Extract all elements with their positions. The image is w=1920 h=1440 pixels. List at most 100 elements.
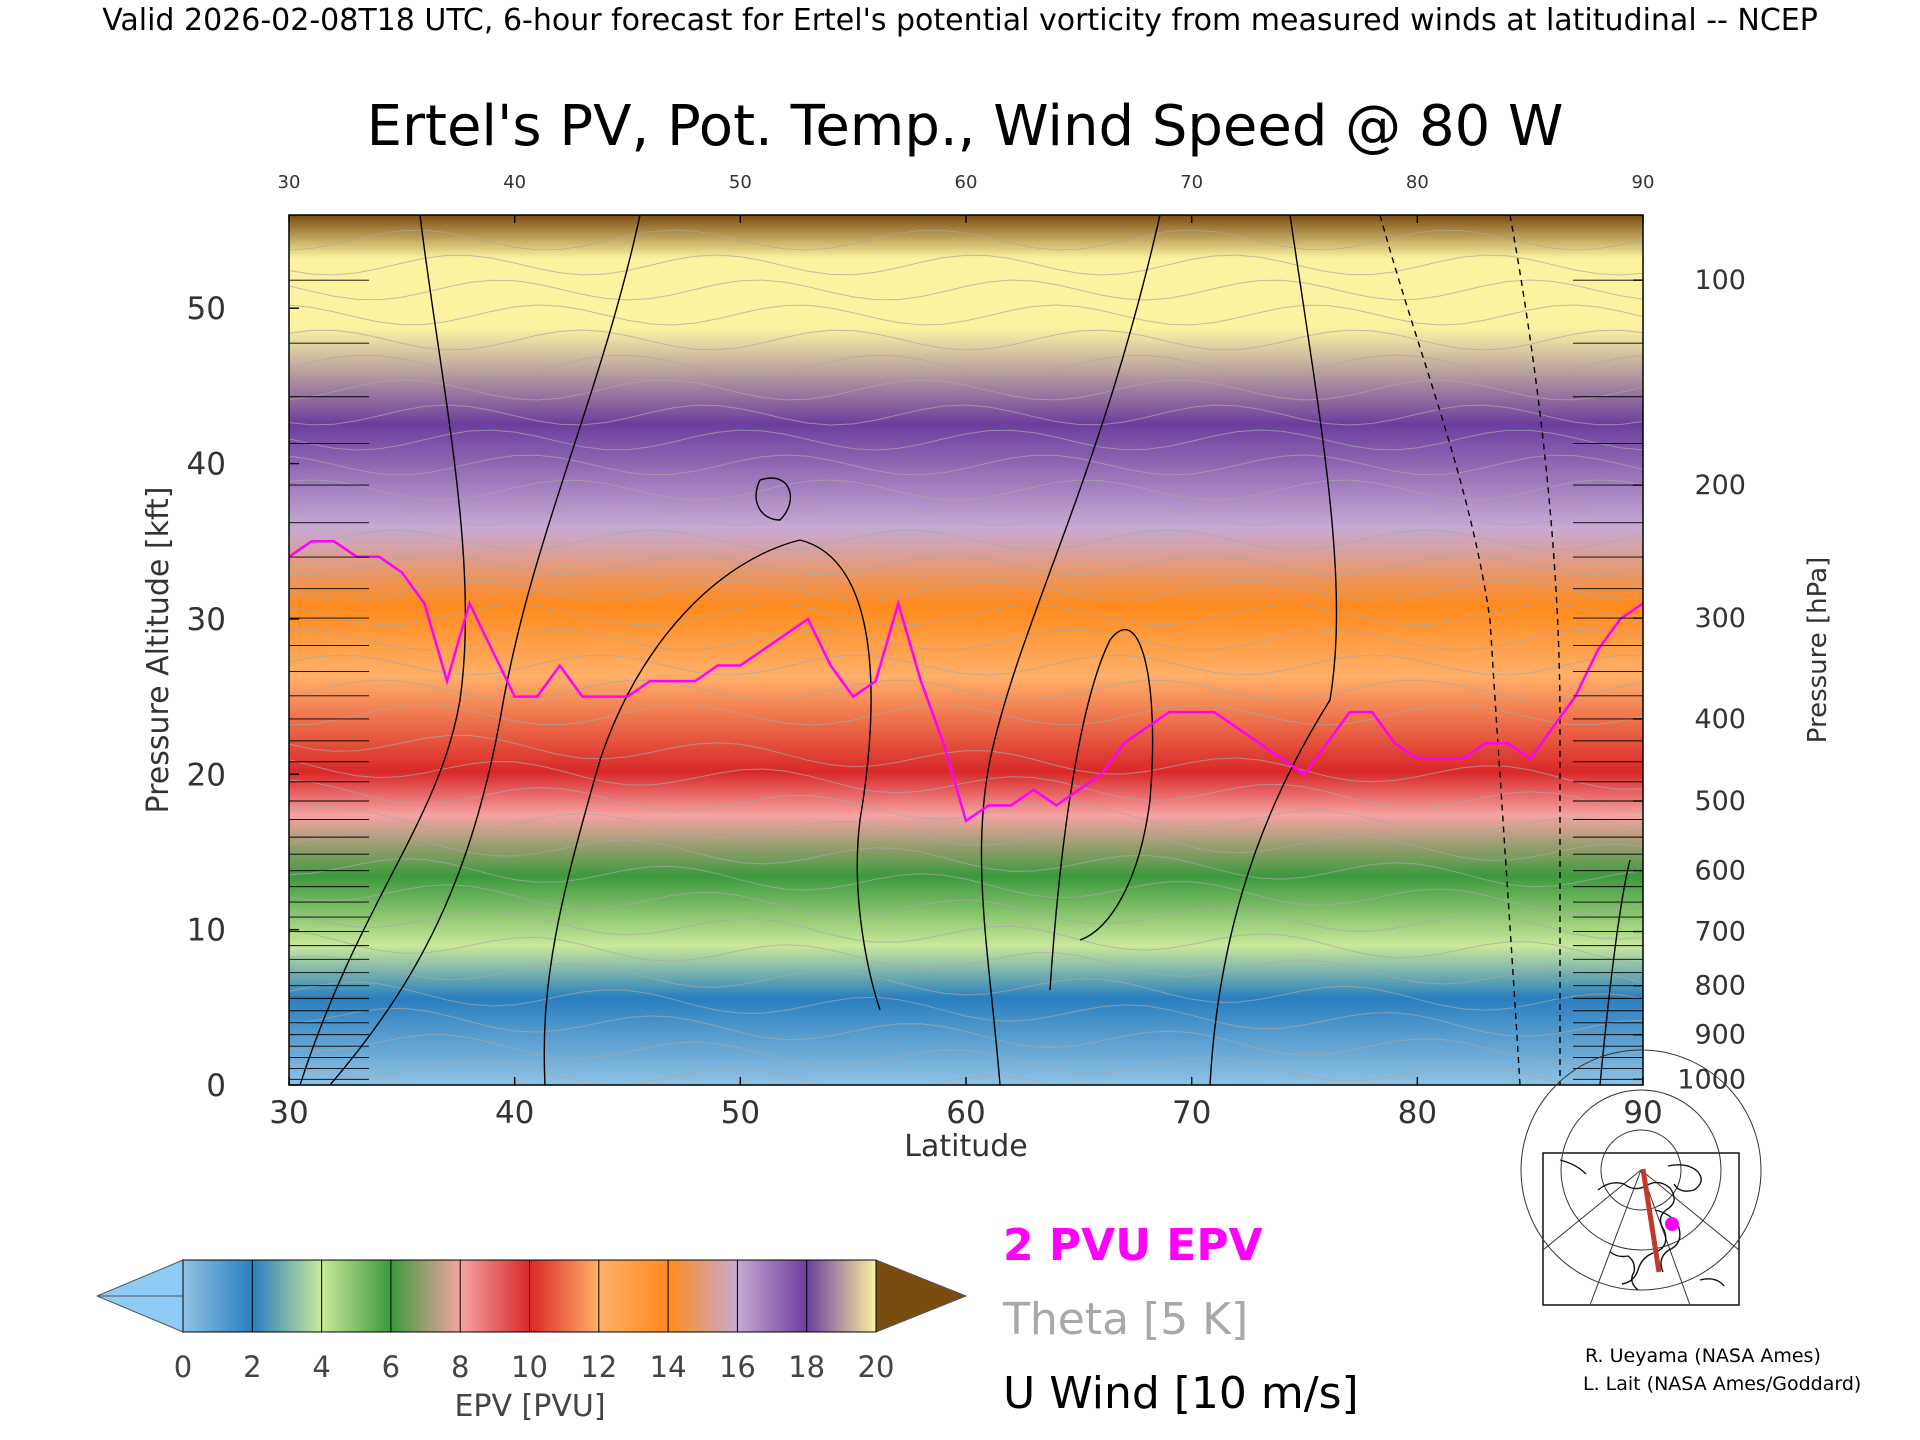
legend-wind: U Wind [10 m/s] [1003,1368,1359,1419]
theta-contour-line [289,629,1643,651]
inset-map-graticule [1520,1049,1762,1306]
pressure-tick-label: 700 [1694,917,1746,948]
pv-2pvu-line [289,540,1643,823]
theta-contour-line [289,479,1643,501]
x-axis-title: Latitude [904,1129,1027,1164]
theta-contour-line [289,429,1643,451]
y2-axis-title: Pressure [hPa] [1803,557,1833,744]
theta-contours [289,229,1643,1085]
colorbar-tick-label: 2 [243,1350,261,1384]
y-tick-label: 10 [187,913,226,949]
credit-line-2: L. Lait (NASA Ames/Goddard) [1583,1373,1861,1395]
x-top-tick-label: 70 [1180,172,1203,193]
chart-title: Ertel's PV, Pot. Temp., Wind Speed @ 80 … [367,94,1564,159]
y-tick-label: 20 [187,757,226,793]
theta-contour-line [289,554,1643,576]
x-tick-label: 40 [495,1095,534,1131]
inset-map-frame [1542,1152,1740,1306]
x-tick-label: 80 [1398,1095,1437,1131]
valid-time-header: Valid 2026-02-08T18 UTC, 6-hour forecast… [102,3,1818,38]
theta-contour-line [289,858,1643,914]
colorbar-tick-label: 20 [858,1350,895,1384]
pressure-tick-label: 1000 [1677,1064,1746,1095]
inset-map-coastlines [1559,1159,1725,1291]
theta-contour-line [289,229,1643,251]
legend-theta: Theta [5 K] [1002,1294,1248,1345]
x-tick-label: 90 [1623,1095,1662,1131]
y-tick-label: 30 [187,602,226,638]
theta-contour-line [289,832,1643,888]
u-wind-contour-line [1049,628,1154,991]
x-top-tick-label: 40 [503,172,526,193]
theta-contour-line [289,704,1643,726]
x-top-tick-label: 80 [1406,172,1429,193]
theta-contour-line [289,404,1643,426]
colorbar-tick-label: 0 [174,1350,192,1384]
x-tick-label: 70 [1172,1095,1211,1131]
colorbar-tick-label: 8 [451,1350,469,1384]
theta-contour-line [289,884,1643,940]
colorbar-under-triangle-lower [96,1295,184,1333]
theta-contour-line [289,1034,1643,1085]
theta-contour-line [289,454,1643,476]
colorbar-label: EPV [PVU] [454,1389,605,1424]
pressure-tick-label: 300 [1694,603,1746,634]
theta-contour-line [289,279,1643,301]
y-tick-label: 50 [187,291,226,327]
pressure-tick-label: 900 [1694,1020,1746,1051]
x-top-tick-label: 60 [955,172,978,193]
x-tick-label: 30 [269,1095,308,1131]
theta-contour-line [289,805,1643,861]
theta-contour-line [289,504,1643,526]
u-wind-contour-line [980,215,1161,1085]
pressure-tick-label: 200 [1694,470,1746,501]
x-top-tick-label: 50 [729,172,752,193]
theta-contour-line [289,254,1643,276]
theta-contour-line [289,304,1643,326]
u-wind-contour-line [1509,215,1561,1085]
theta-contour-line [289,1007,1643,1063]
theta-contour-line [289,529,1643,551]
colorbar-tick-label: 10 [511,1350,548,1384]
pv-colorbar: 0 2 4 6 8 10 12 14 16 18 20 EPV [PVU] [96,1259,968,1424]
theta-contour-line [289,379,1643,401]
theta-contour-line [289,579,1643,601]
u-wind-contour-line [329,215,641,1085]
y-tick-label: 0 [206,1068,226,1104]
u-wind-contour-line [543,539,881,1085]
theta-contour-line [289,354,1643,376]
colorbar-tick-label: 4 [312,1350,330,1384]
pressure-tick-label: 500 [1694,786,1746,817]
u-wind-contour-line [1379,215,1521,1085]
y-axis-title: Pressure Altitude [kft] [141,487,176,814]
u-wind-contour-line [299,215,467,1085]
plot-area [288,214,1644,1086]
y-tick-label: 40 [187,447,226,483]
u-wind-contour-line [755,477,791,521]
theta-contour-line [289,929,1643,985]
colorbar-tick-label: 16 [719,1350,756,1384]
pv-2pvu-contour [289,540,1643,823]
pressure-tick-label: 100 [1694,265,1746,296]
theta-contour-line [289,604,1643,626]
colorbar-tick-label: 14 [650,1350,687,1384]
u-wind-contour-line [1209,215,1338,1085]
inset-map-location-marker [1665,1217,1679,1231]
pressure-tick-label: 600 [1694,856,1746,887]
pressure-tick-label: 800 [1694,971,1746,1002]
pressure-tick-label: 400 [1694,704,1746,735]
x-top-tick-label: 90 [1632,172,1655,193]
theta-contour-line [289,654,1643,676]
colorbar-ticks: 0 2 4 6 8 10 12 14 16 18 20 [174,1260,895,1384]
x-tick-label: 60 [946,1095,985,1131]
colorbar-tick-label: 18 [788,1350,825,1384]
theta-contour-line [289,981,1643,1037]
legend: 2 PVU EPV Theta [5 K] U Wind [10 m/s] [1002,1220,1359,1419]
axes: 3030404050506060707080809090010203040501… [187,172,1746,1131]
theta-contour-line [289,329,1643,351]
x-tick-label: 50 [721,1095,760,1131]
credit-line-1: R. Ueyama (NASA Ames) [1585,1345,1821,1367]
legend-pv: 2 PVU EPV [1003,1220,1263,1271]
theta-contour-line [289,734,1643,790]
